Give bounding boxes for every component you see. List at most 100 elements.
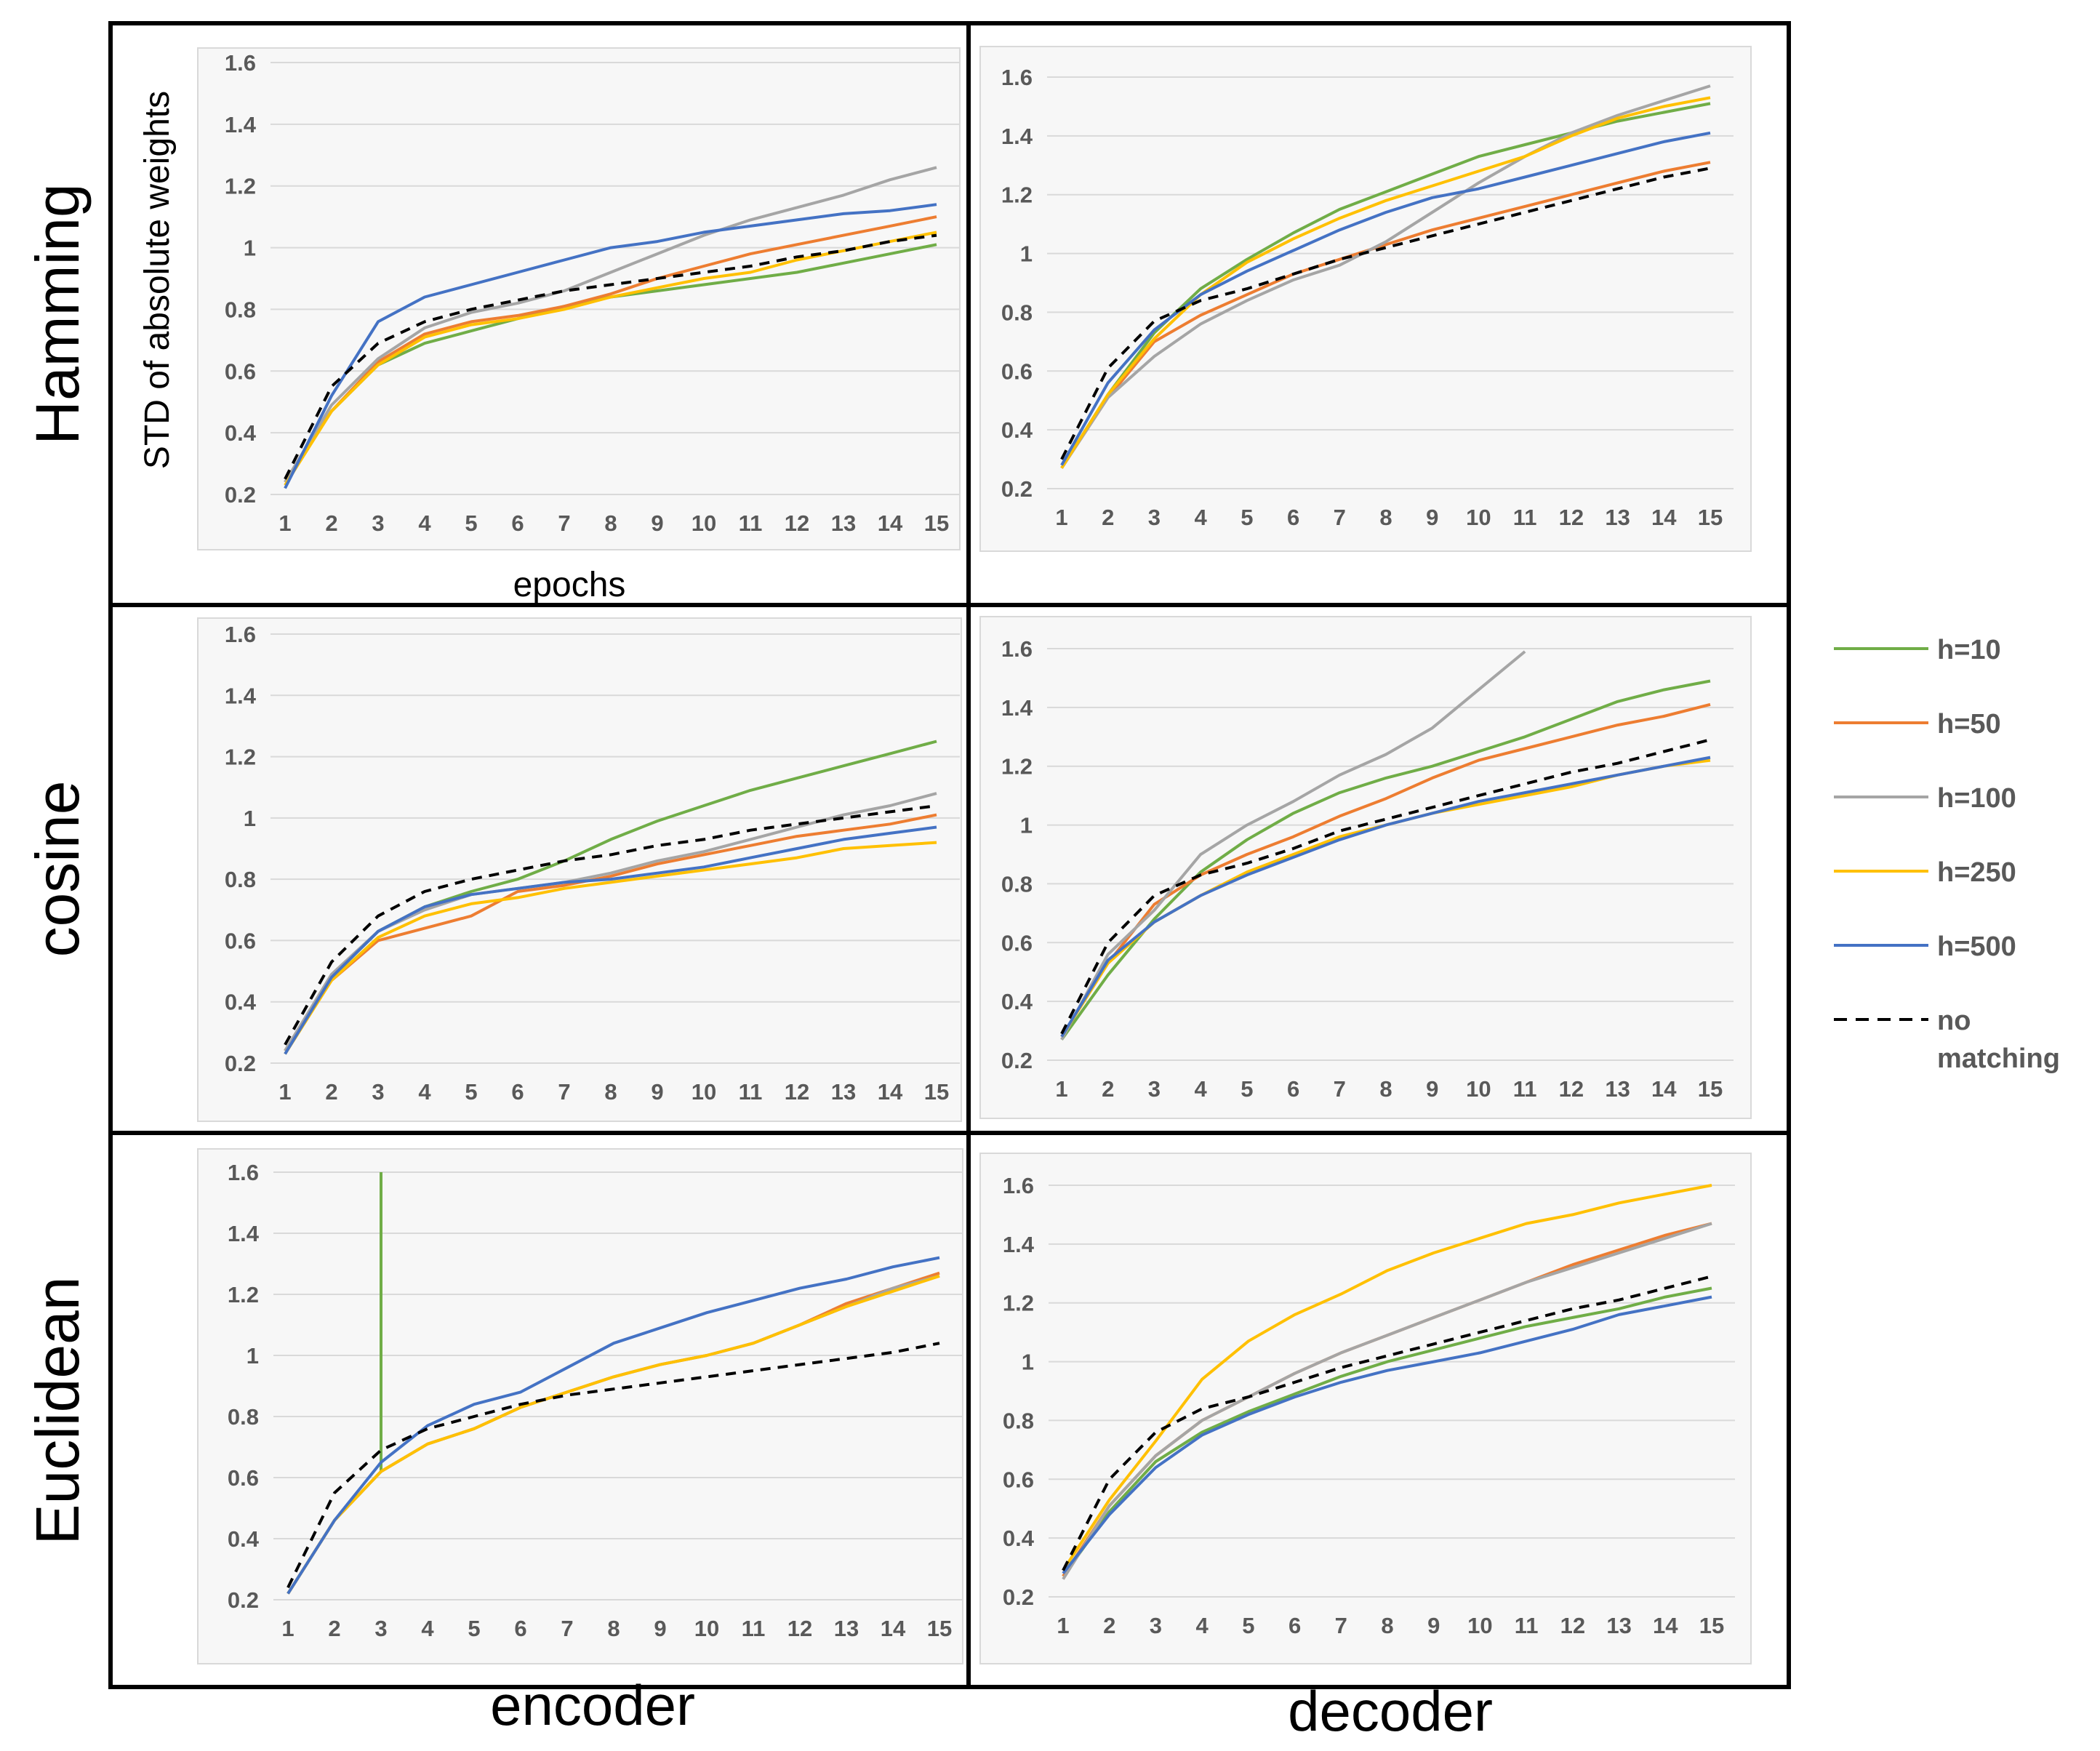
y-tick-label: 1 — [244, 236, 256, 261]
x-tick-label: 15 — [1698, 505, 1723, 530]
x-tick-label: 8 — [607, 1616, 620, 1641]
series-line-h-250 — [284, 231, 937, 486]
x-tick-label: 5 — [1242, 1613, 1254, 1638]
x-tick-label: 3 — [1150, 1613, 1162, 1638]
x-tick-label: 7 — [558, 1079, 570, 1105]
x-tick-label: 13 — [1606, 1613, 1631, 1638]
y-tick-label: 1.2 — [1001, 183, 1033, 208]
x-tick-label: 10 — [692, 1079, 716, 1105]
y-tick-label: 1.6 — [1001, 65, 1033, 90]
y-tick-label: 0.2 — [225, 482, 256, 508]
x-tick-label: 4 — [1196, 1613, 1209, 1638]
y-tick-label: 1.4 — [228, 1221, 260, 1246]
y-tick-label: 0.2 — [1001, 476, 1033, 502]
y-tick-label: 1.6 — [225, 50, 256, 76]
y-tick-label: 0.8 — [228, 1404, 259, 1430]
y-tick-label: 0.6 — [228, 1465, 259, 1491]
x-tick-label: 15 — [1699, 1613, 1724, 1638]
series-line-h-500 — [286, 1256, 940, 1595]
series-line-no-matching — [284, 233, 937, 480]
y-tick-label: 1.4 — [1003, 1232, 1035, 1257]
x-tick-label: 2 — [328, 1616, 340, 1641]
x-tick-label: 1 — [281, 1616, 294, 1641]
x-tick-label: 8 — [604, 510, 617, 536]
series-line-no-matching — [286, 1342, 940, 1589]
x-tick-label: 11 — [739, 1079, 763, 1105]
legend-item: no matching — [1834, 1006, 2060, 1074]
x-tick-label: 8 — [1381, 1613, 1393, 1638]
x-tick-label: 11 — [1515, 1613, 1539, 1638]
series-line-h-100 — [1062, 1222, 1712, 1580]
y-tick-label: 1.6 — [1001, 636, 1033, 662]
x-tick-label: 12 — [785, 1079, 809, 1105]
y-tick-label: 0.8 — [1003, 1408, 1034, 1433]
series-line-h-50 — [1060, 161, 1711, 469]
x-tick-label: 12 — [1559, 505, 1584, 530]
x-tick-label: 13 — [1605, 505, 1630, 530]
y-tick-label: 0.8 — [1001, 300, 1033, 325]
x-tick-label: 10 — [1466, 1076, 1491, 1102]
x-tick-label: 14 — [878, 510, 903, 536]
x-tick-label: 12 — [1560, 1613, 1585, 1638]
x-tick-label: 2 — [1102, 505, 1114, 530]
x-tick-label: 12 — [788, 1616, 812, 1641]
y-tick-label: 1.2 — [228, 1282, 259, 1307]
series-line-h-250 — [1060, 96, 1711, 469]
plot-background — [979, 46, 1752, 552]
x-tick-label: 11 — [739, 510, 763, 536]
legend-item: h=50 — [1834, 709, 2001, 740]
y-tick-label: 1 — [1022, 1350, 1034, 1375]
x-tick-label: 6 — [1289, 1613, 1301, 1638]
x-tick-label: 6 — [1287, 1076, 1299, 1102]
x-tick-label: 15 — [924, 1079, 949, 1105]
x-tick-label: 13 — [834, 1616, 859, 1641]
y-tick-label: 1.6 — [228, 1160, 259, 1185]
y-tick-label: 1 — [247, 1343, 259, 1369]
plot-background — [197, 1148, 963, 1664]
series-line-h-50 — [284, 813, 937, 1052]
row-label-euclidean: Euclidean — [23, 1277, 92, 1545]
y-tick-label: 1.2 — [225, 174, 256, 199]
legend-label: h=10 — [1937, 635, 2001, 665]
x-tick-label: 15 — [924, 510, 949, 536]
y-tick-label: 1.4 — [225, 683, 257, 708]
series-line-h-500 — [1060, 131, 1711, 466]
legend-label: h=100 — [1937, 783, 2016, 814]
x-tick-label: 14 — [1651, 1076, 1677, 1102]
x-tick-label: 7 — [561, 1616, 573, 1641]
x-tick-label: 2 — [1102, 1076, 1114, 1102]
x-tick-label: 6 — [1287, 505, 1299, 530]
x-tick-label: 6 — [514, 1616, 526, 1641]
x-tick-label: 9 — [1426, 505, 1438, 530]
legend-label: h=500 — [1937, 931, 2016, 962]
x-tick-label: 10 — [694, 1616, 719, 1641]
y-tick-label: 1.4 — [225, 112, 257, 137]
plot-background — [197, 617, 962, 1122]
y-tick-label: 1 — [1020, 241, 1033, 267]
series-line-h-250 — [1062, 1184, 1712, 1571]
x-tick-label: 15 — [927, 1616, 952, 1641]
x-tick-label: 3 — [374, 1616, 387, 1641]
series-line-h-500 — [284, 825, 937, 1055]
x-tick-label: 9 — [651, 1079, 663, 1105]
legend-item: h=250 — [1834, 857, 2016, 888]
x-tick-label: 5 — [465, 1079, 477, 1105]
y-tick-label: 1.6 — [225, 622, 256, 647]
row-label-cosine: cosine — [23, 781, 92, 958]
x-tick-label: 14 — [878, 1079, 903, 1105]
y-tick-label: 1.4 — [1001, 124, 1033, 149]
x-tick-label: 3 — [1148, 505, 1161, 530]
x-tick-label: 10 — [1466, 505, 1491, 530]
x-tick-label: 7 — [1334, 505, 1346, 530]
x-tick-label: 2 — [1103, 1613, 1115, 1638]
x-tick-label: 15 — [1698, 1076, 1723, 1102]
x-tick-label: 5 — [1241, 1076, 1253, 1102]
x-tick-label: 4 — [418, 1079, 431, 1105]
series-line-h-10 — [1060, 679, 1711, 1041]
series-line-h-50 — [1060, 702, 1711, 1038]
legend-label: matching — [1937, 1043, 2060, 1074]
y-tick-label: 0.4 — [1001, 989, 1033, 1014]
x-tick-label: 2 — [325, 510, 337, 536]
column-label-encoder: encoder — [490, 1673, 695, 1737]
x-tick-label: 14 — [1653, 1613, 1678, 1638]
